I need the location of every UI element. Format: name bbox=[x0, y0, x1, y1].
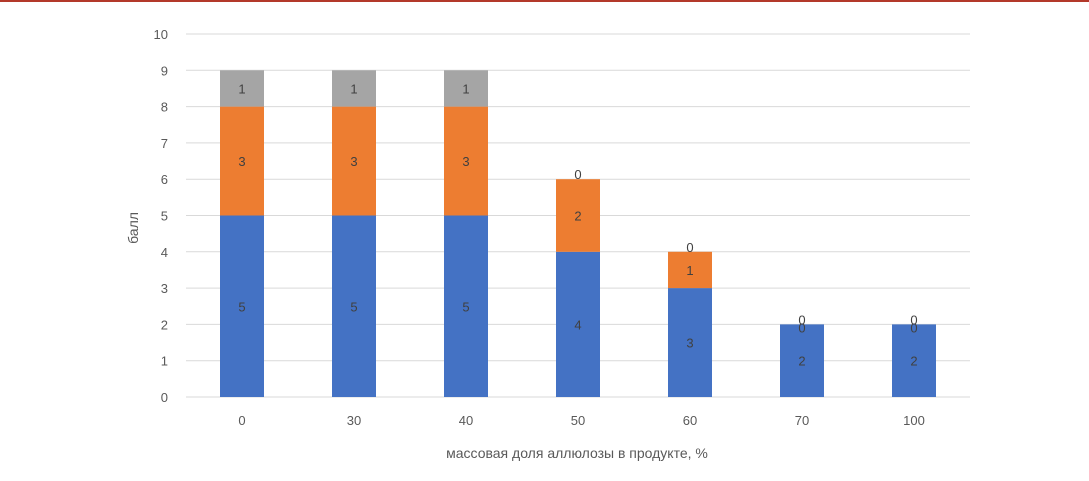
data-label: 5 bbox=[462, 299, 469, 314]
bar-segment bbox=[444, 215, 488, 397]
bar-segment bbox=[444, 70, 488, 107]
top-border-line bbox=[0, 0, 1089, 2]
data-label: 4 bbox=[574, 317, 581, 332]
bar-segment bbox=[332, 70, 376, 107]
y-tick-label: 5 bbox=[161, 209, 168, 224]
y-tick-label: 10 bbox=[154, 27, 168, 42]
data-label: 5 bbox=[238, 299, 245, 314]
bar-segment bbox=[220, 215, 264, 397]
bar-segment bbox=[556, 251, 600, 397]
bar-segment bbox=[668, 251, 712, 289]
y-tick-label: 1 bbox=[161, 354, 168, 369]
bar-segment bbox=[220, 106, 264, 216]
x-tick-label: 50 bbox=[571, 413, 585, 428]
y-tick-label: 4 bbox=[161, 245, 168, 260]
y-tick-label: 3 bbox=[161, 281, 168, 296]
data-label: 3 bbox=[686, 336, 693, 351]
data-label: 0 bbox=[910, 320, 917, 335]
data-label: 3 bbox=[238, 154, 245, 169]
data-label: 1 bbox=[462, 81, 469, 96]
bar-segment bbox=[444, 106, 488, 216]
y-axis-title: балл bbox=[125, 212, 141, 244]
y-tick-label: 9 bbox=[161, 63, 168, 78]
x-tick-label: 70 bbox=[795, 413, 809, 428]
x-tick-label: 60 bbox=[683, 413, 697, 428]
data-label: 2 bbox=[574, 209, 581, 224]
bar-segment bbox=[556, 179, 600, 252]
data-label: 3 bbox=[350, 154, 357, 169]
x-axis-title: массовая доля аллюлозы в продукте, % bbox=[446, 445, 708, 461]
data-label: 2 bbox=[910, 354, 917, 369]
data-label: 0 bbox=[574, 167, 581, 182]
data-label: 1 bbox=[686, 263, 693, 278]
data-label: 0 bbox=[910, 312, 917, 327]
y-tick-label: 7 bbox=[161, 136, 168, 151]
y-axis-ticks: 0 1 2 3 4 5 6 7 8 9 10 bbox=[154, 27, 168, 405]
bar-segment bbox=[332, 215, 376, 397]
y-tick-label: 0 bbox=[161, 390, 168, 405]
data-label: 1 bbox=[238, 81, 245, 96]
x-tick-label: 40 bbox=[459, 413, 473, 428]
data-label: 3 bbox=[462, 154, 469, 169]
data-label: 2 bbox=[798, 354, 805, 369]
bars bbox=[220, 70, 936, 397]
data-label: 0 bbox=[798, 320, 805, 335]
gridlines bbox=[186, 33, 970, 398]
y-tick-label: 8 bbox=[161, 100, 168, 115]
x-tick-label: 30 bbox=[347, 413, 361, 428]
data-label: 1 bbox=[350, 81, 357, 96]
data-label: 5 bbox=[350, 299, 357, 314]
x-axis-ticks: 0 30 40 50 60 70 100 bbox=[238, 413, 924, 428]
data-label: 0 bbox=[798, 312, 805, 327]
bar-segment bbox=[220, 70, 264, 107]
bar-segment bbox=[780, 324, 824, 397]
data-label: 0 bbox=[686, 240, 693, 255]
y-tick-label: 2 bbox=[161, 317, 168, 332]
x-tick-label: 0 bbox=[238, 413, 245, 428]
bar-segment bbox=[892, 324, 936, 397]
bar-segment bbox=[332, 106, 376, 216]
x-tick-label: 100 bbox=[903, 413, 925, 428]
bar-segment bbox=[668, 288, 712, 397]
y-tick-label: 6 bbox=[161, 172, 168, 187]
